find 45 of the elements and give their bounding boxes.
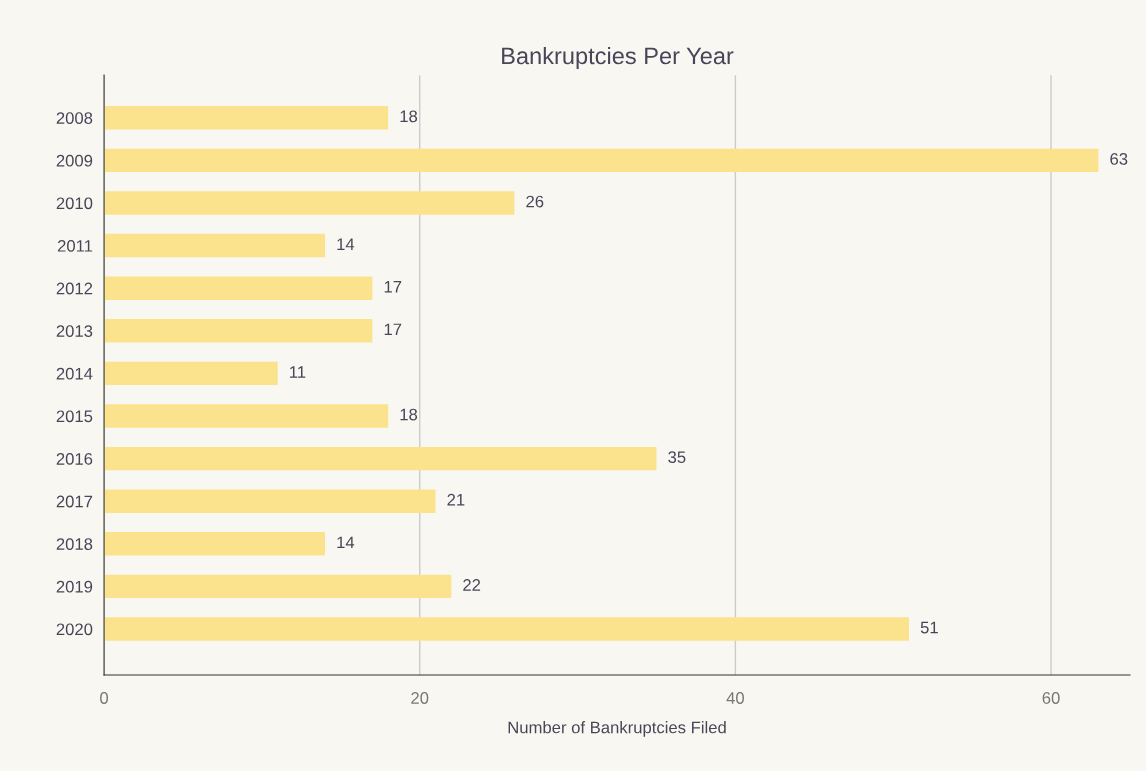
data-label: 21 xyxy=(447,493,465,506)
bar xyxy=(104,276,373,300)
x-tick-label: 40 xyxy=(726,692,744,704)
data-label: 18 xyxy=(400,408,418,421)
y-tick-label: 2018 xyxy=(56,538,93,550)
y-tick-label: 2015 xyxy=(56,410,93,423)
y-tick-label: 2008 xyxy=(56,112,93,124)
y-tick-label: 2014 xyxy=(56,367,93,380)
data-label: 14 xyxy=(337,536,355,549)
y-tick-label: 2016 xyxy=(56,452,93,465)
bar xyxy=(104,404,389,428)
x-tick-label: 20 xyxy=(411,692,429,704)
x-axis-title: Number of Bankruptcies Filed xyxy=(508,721,726,737)
y-tick-label: 2009 xyxy=(56,154,93,167)
data-label: 11 xyxy=(290,366,306,378)
x-tick-label: 0 xyxy=(100,692,109,704)
data-label: 51 xyxy=(920,621,938,634)
x-tick-label: 60 xyxy=(1042,692,1060,704)
bar xyxy=(104,489,436,513)
data-label: 17 xyxy=(384,323,402,336)
data-label: 22 xyxy=(463,579,481,591)
chart-title: Bankruptcies Per Year xyxy=(502,46,734,69)
data-label: 14 xyxy=(337,238,355,250)
data-label: 35 xyxy=(668,451,686,464)
data-label: 18 xyxy=(400,110,418,123)
y-tick-label: 2012 xyxy=(56,282,93,295)
bar xyxy=(104,532,326,556)
bar xyxy=(104,617,909,641)
y-tick-label: 2019 xyxy=(56,580,93,593)
bar xyxy=(104,148,1099,173)
bar xyxy=(104,233,326,258)
y-tick-label: 2020 xyxy=(56,623,93,636)
bar xyxy=(104,319,373,343)
data-label: 17 xyxy=(384,281,402,293)
y-tick-label: 2017 xyxy=(56,495,93,508)
bar xyxy=(104,446,657,471)
bar xyxy=(104,361,278,386)
y-tick-label: 2010 xyxy=(56,197,93,210)
bar xyxy=(104,106,389,130)
y-tick-label: 2013 xyxy=(56,325,93,337)
data-label: 63 xyxy=(1110,153,1128,165)
data-label: 26 xyxy=(526,195,544,208)
y-tick-label: 2011 xyxy=(57,239,93,252)
bar xyxy=(104,191,515,215)
bar xyxy=(104,574,452,599)
